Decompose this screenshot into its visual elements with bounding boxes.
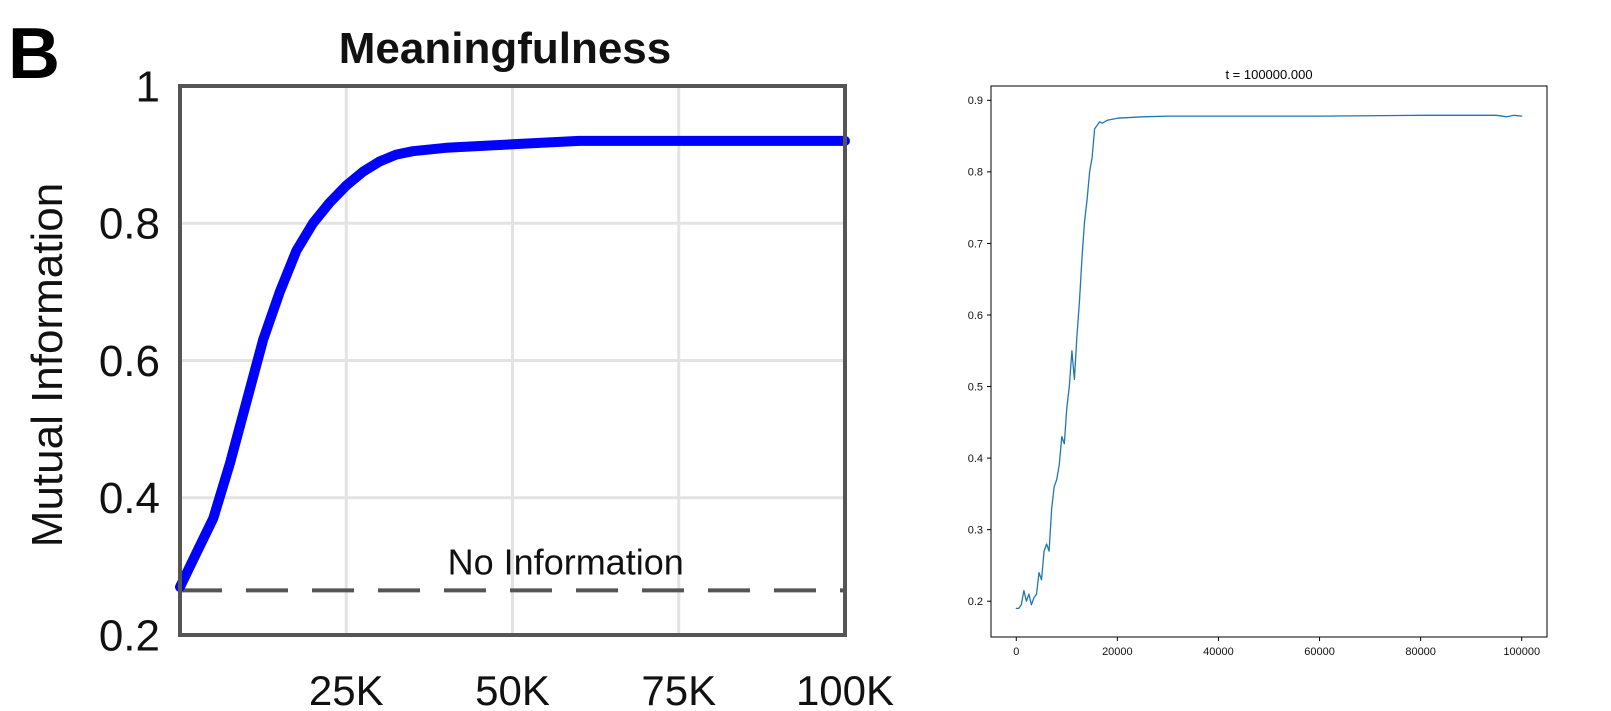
- x-tick-label: 20000: [1102, 646, 1133, 658]
- y-tick-label: 0.4: [99, 474, 160, 523]
- x-tick-label: 75K: [641, 667, 716, 711]
- x-tick-label: 100000: [1503, 646, 1540, 658]
- x-tick-label: 80000: [1405, 646, 1436, 658]
- y-ticks: 0.2 0.3 0.4 0.5 0.6 0.7 0.8 0.9: [968, 95, 991, 608]
- no-information-reference: No Information: [180, 541, 845, 593]
- series-lines: [1015, 114, 1523, 610]
- x-tick-labels: 25K 50K 75K 100K: [309, 667, 894, 711]
- x-tick-label: 25K: [309, 667, 384, 711]
- y-tick-label: 0.2: [968, 596, 983, 608]
- y-tick-label: 0.9: [968, 95, 983, 107]
- y-tick-label: 0.5: [968, 381, 983, 393]
- x-tick-label: 40000: [1203, 646, 1234, 658]
- x-tick-label: 50K: [475, 667, 550, 711]
- panel-label: B: [8, 14, 60, 94]
- series-line: [1015, 114, 1523, 610]
- series-lines: [175, 135, 850, 592]
- meaningfulness-chart: B Meaningfulness Mutual Information No I…: [8, 14, 894, 711]
- x-tick-label: 100K: [796, 667, 894, 711]
- y-tick-label: 0.2: [99, 611, 160, 660]
- series-line: [175, 135, 850, 592]
- y-tick-label: 0.8: [968, 167, 983, 179]
- x-tick-label: 60000: [1304, 646, 1335, 658]
- x-tick-label: 0: [1013, 646, 1019, 658]
- chart-title: Meaningfulness: [339, 24, 672, 73]
- y-tick-label: 1: [136, 62, 160, 111]
- x-ticks: 0 20000 40000 60000 80000 100000: [1013, 637, 1540, 658]
- plot-frame: [178, 84, 847, 637]
- plot-frame: [990, 85, 1548, 638]
- y-tick-label: 0.3: [968, 525, 983, 537]
- y-tick-label: 0.6: [968, 310, 983, 322]
- y-tick-labels: 0.2 0.4 0.6 0.8 1: [99, 62, 160, 660]
- time-series-chart: t = 100000.000 0.20.30.40.50.60.70.80.9 …: [968, 67, 1548, 658]
- y-tick-label: 0.7: [968, 238, 983, 250]
- y-axis-label: Mutual Information: [23, 183, 72, 547]
- y-tick-label: 0.4: [968, 453, 983, 465]
- y-tick-label: 0.6: [99, 337, 160, 386]
- reference-label: No Information: [448, 541, 684, 582]
- chart-title: t = 100000.000: [1225, 67, 1312, 82]
- y-tick-label: 0.8: [99, 200, 160, 249]
